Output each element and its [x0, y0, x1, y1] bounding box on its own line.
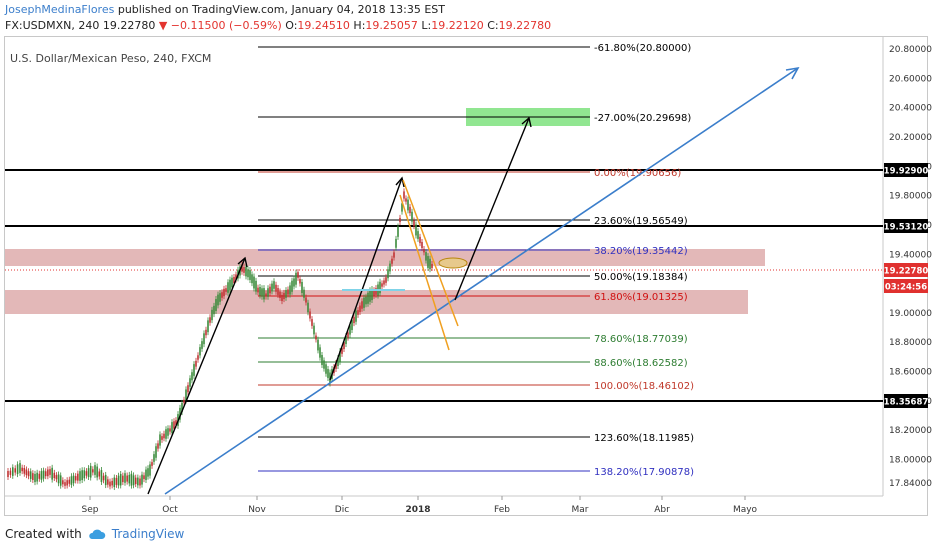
price-badge: 03:24:56 — [885, 283, 927, 293]
publish-info: published on TradingView.com, January 04… — [114, 3, 445, 16]
price-badge: 18.35687 — [884, 398, 929, 408]
time-axis-label: 2018 — [405, 505, 430, 515]
trendline-arrowhead — [785, 66, 800, 80]
ohlc-header: FX:USDMXN, 240 19.22780 ▼ −0.11500 (−0.5… — [5, 19, 552, 32]
price-change: −0.11500 (−0.59%) — [170, 19, 282, 32]
symbol-label: FX:USDMXN, 240 — [5, 19, 100, 32]
created-with-text: Created with — [5, 527, 82, 541]
price-axis-label: 18.20000 — [889, 426, 932, 436]
price-axis-label: 20.40000 — [889, 104, 932, 114]
candles — [7, 188, 433, 491]
time-axis-label: Nov — [248, 505, 266, 515]
footer: Created with TradingView — [5, 527, 184, 541]
price-axis-label: 20.60000 — [889, 74, 932, 84]
fib-level-label: 0.00%(19.90656) — [594, 168, 681, 179]
time-axis-label: Feb — [494, 505, 510, 515]
falling-channel — [399, 179, 459, 351]
fib-level-label: 123.60%(18.11985) — [594, 433, 694, 444]
fib-level-label: 88.60%(18.62582) — [594, 358, 688, 369]
price-badge: 19.22780 — [884, 267, 929, 277]
time-axis-label: Mayo — [733, 505, 758, 515]
fib-level-label: 23.60%(19.56549) — [594, 216, 688, 227]
price-axis-label: 18.80000 — [889, 338, 932, 348]
high-value: 19.25057 — [365, 19, 418, 32]
fib-level-label: 100.00%(18.46102) — [594, 381, 694, 392]
pullback-marker — [438, 257, 468, 269]
open-value: 19.24510 — [297, 19, 350, 32]
resistance-zone — [5, 249, 765, 266]
fib-retracement[interactable]: -61.80%(20.80000) -27.00%(20.29698) 0.00%(… — [258, 43, 694, 478]
projection-arrows — [147, 116, 532, 495]
fib-level-label: -61.80%(20.80000) — [594, 43, 691, 54]
price-axis-label: 20.80000 — [889, 45, 932, 55]
time-axis-label: Oct — [162, 505, 178, 515]
time-axis[interactable]: Sep Oct Nov Dic 2018 Feb Mar Abr Mayo — [82, 496, 758, 515]
price-badges: 19.92900 19.53120 19.22780 03:24:56 18.35687 — [884, 163, 929, 408]
time-axis-label: Mar — [572, 505, 589, 515]
author-link[interactable]: JosephMedinaFlores — [5, 3, 115, 16]
price-axis-label: 19.40000 — [889, 250, 932, 260]
tradingview-cloud-icon — [89, 529, 106, 539]
fib-level-label: -27.00%(20.29698) — [594, 113, 691, 124]
price-axis-label: 20.20000 — [889, 133, 932, 143]
close-value: 19.22780 — [498, 19, 552, 32]
low-value: 19.22120 — [431, 19, 484, 32]
price-badge: 19.53120 — [884, 223, 929, 233]
down-arrow-icon: ▼ — [158, 19, 168, 32]
price-axis-label: 18.60000 — [889, 368, 932, 378]
chart-title: U.S. Dollar/Mexican Peso, 240, FXCM — [10, 52, 212, 65]
price-axis-label: 17.84000 — [889, 479, 932, 489]
price-axis-label: 18.00000 — [889, 456, 932, 466]
time-axis-label: Abr — [654, 505, 670, 515]
fib-level-label: 50.00%(19.18384) — [594, 272, 688, 283]
fib-level-label: 138.20%(17.90878) — [594, 467, 694, 478]
fib-level-label: 78.60%(18.77039) — [594, 334, 688, 345]
price-badge: 19.92900 — [884, 167, 929, 177]
publish-header: JosephMedinaFlores published on TradingV… — [5, 3, 445, 16]
fib-level-label: 61.80%(19.01325) — [594, 292, 688, 303]
trendline[interactable] — [164, 67, 799, 495]
price-axis-label: 19.00000 — [889, 309, 932, 319]
time-axis-label: Sep — [82, 505, 99, 515]
last-price: 19.22780 — [102, 19, 156, 32]
price-axis-label: 19.80000 — [889, 192, 932, 202]
time-axis-label: Dic — [335, 505, 349, 515]
fib-level-label: 38.20%(19.35442) — [594, 246, 688, 257]
tradingview-brand[interactable]: TradingView — [111, 527, 185, 541]
